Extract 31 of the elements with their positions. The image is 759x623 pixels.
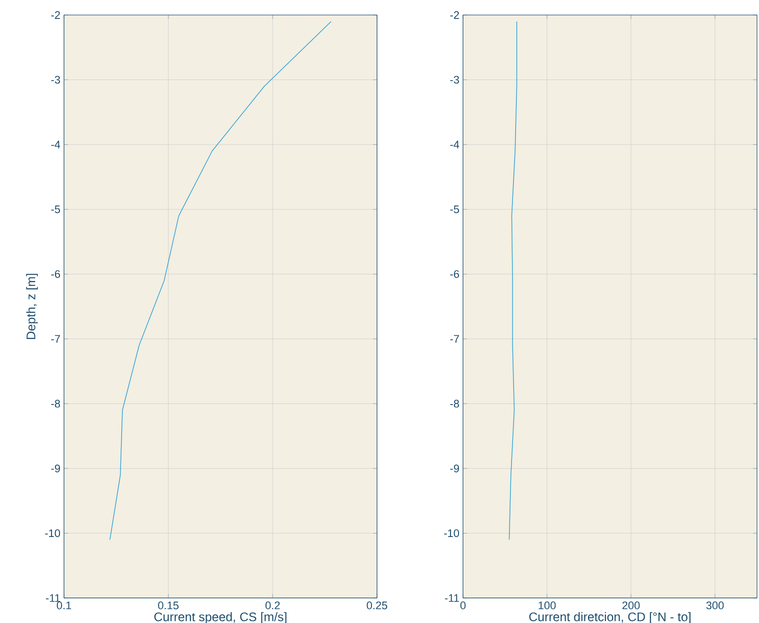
x-tick-label: 0.2 (265, 602, 280, 610)
x-tick-label: 0.15 (158, 602, 179, 610)
y-axis-title: Depth, z [m] (26, 274, 38, 340)
x-tick-label: 100 (538, 602, 556, 610)
y-tick-label: -11 (444, 594, 459, 602)
y-tick-label: -5 (51, 206, 60, 214)
y-tick-label: -3 (51, 76, 60, 84)
y-tick-label: -4 (450, 140, 460, 148)
y-tick-label: -3 (450, 76, 460, 84)
y-tick-label: -9 (51, 464, 60, 472)
y-tick-label: -5 (450, 206, 460, 214)
y-tick-label: -10 (444, 529, 460, 538)
y-tick-label: -11 (46, 594, 60, 602)
y-tick-label: -2 (51, 11, 60, 19)
line-series (110, 21, 332, 540)
y-tick-label: -9 (450, 464, 459, 472)
line-series (508, 21, 518, 540)
y-tick-label: -8 (450, 400, 460, 408)
y-tick-label: -2 (450, 11, 459, 19)
y-tick-label: -10 (45, 529, 60, 538)
x-tick-label: 0 (460, 602, 466, 610)
x-tick-label: 0.25 (366, 602, 388, 610)
y-tick-label: -4 (51, 140, 60, 148)
x-tick-label: 200 (622, 602, 640, 610)
y-tick-label: -7 (450, 335, 459, 343)
y-tick-label: -6 (450, 270, 460, 278)
x-tick-label: 0.1 (56, 602, 72, 610)
x-tick-label: 300 (706, 602, 724, 610)
y-tick-label: -7 (51, 335, 60, 343)
y-tick-label: -6 (51, 270, 60, 278)
y-tick-label: -8 (51, 400, 60, 408)
